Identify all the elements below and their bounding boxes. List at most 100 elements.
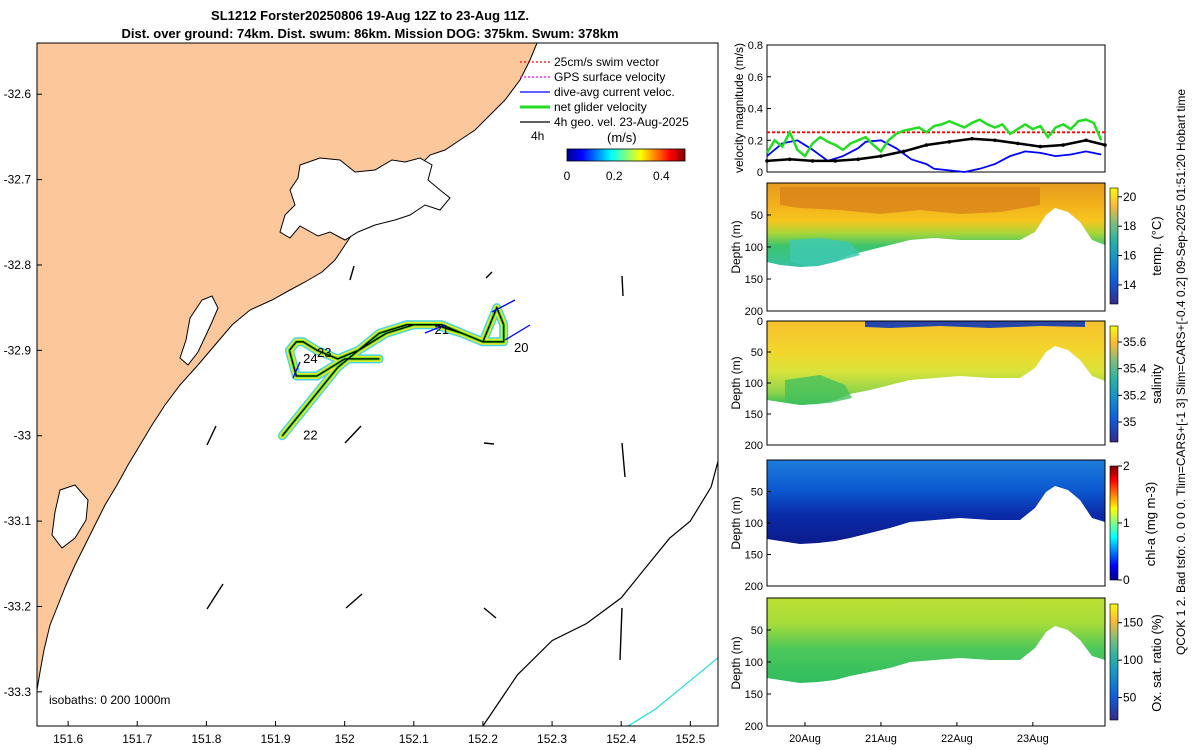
- depth-y-tick-label: 100: [745, 378, 763, 390]
- velocity-y-tick-label: 0.6: [748, 72, 763, 84]
- temperature-cool-pocket: [790, 238, 860, 266]
- velocity-y-tick-label: 0: [757, 167, 763, 179]
- velocity-axes: [766, 44, 1106, 173]
- oxygen-colorbar-label: Ox. sat. ratio (%): [1149, 614, 1164, 712]
- map-y-tick-label: -33: [14, 429, 32, 443]
- map-x-tick-label: 152.5: [675, 732, 705, 746]
- speed-colorbar-ticks: 0 0.2 0.4: [564, 169, 670, 183]
- oxygen-panel: 50 100 150 200 Depth (m) 50 100 150 Ox. sat. …: [729, 597, 1164, 745]
- depth-y-tick-label: 100: [745, 242, 763, 254]
- colorbar-tick-label: 14: [1123, 278, 1137, 292]
- colorbar-tick-label: 100: [1123, 653, 1143, 667]
- velocity-geo-point: [1061, 143, 1066, 147]
- day-label: 23: [317, 345, 331, 360]
- velocity-geo-point: [1084, 138, 1088, 143]
- colorbar-tick-label: 0: [1123, 573, 1130, 587]
- map-frame: [36, 42, 719, 727]
- velocity-series-net: [765, 118, 1103, 158]
- depth-y-tick-label: 200: [745, 306, 763, 318]
- velocity-panel: 0 0.2 0.4 0.6 0.8 velocity magnitude (m/s): [732, 40, 1107, 179]
- speed-colorbar-tick-label: 0: [564, 169, 571, 183]
- isobath-1000m: [627, 657, 719, 727]
- chlorophyll-y-label: Depth (m): [729, 496, 743, 549]
- salinity-y-ticks: 0 50 100 150 200: [745, 316, 771, 452]
- speed-colorbar-tick-label: 0.2: [606, 169, 623, 183]
- depth-y-tick-label: 200: [745, 440, 763, 452]
- velocity-y-ticks: 0 0.2 0.4 0.6 0.8: [748, 40, 771, 179]
- land-mass: [36, 42, 538, 691]
- geo-arrow: [485, 271, 493, 279]
- velocity-geo-point: [1038, 144, 1043, 149]
- depth-y-tick-label: 150: [745, 550, 763, 562]
- date-x-tick-label: 22Aug: [941, 733, 973, 745]
- salinity-field: [767, 321, 1105, 405]
- map-legend: 25cm/s swim vector GPS surface velocity …: [520, 55, 689, 183]
- colorbar-tick-label: 18: [1123, 219, 1137, 233]
- date-x-tick-label: 23Aug: [1017, 733, 1049, 745]
- depth-y-tick-label: 50: [751, 347, 763, 359]
- chlorophyll-y-ticks: 50 100 150 200: [745, 487, 771, 593]
- temperature-colorbar-label: temp. (°C): [1149, 216, 1164, 275]
- velocity-y-label: velocity magnitude (m/s): [732, 43, 746, 173]
- chlorophyll-colorbar: [1109, 465, 1119, 581]
- chlorophyll-colorbar-ticks: 0 1 2: [1118, 459, 1130, 587]
- current-vectors: [292, 299, 531, 379]
- salinity-colorbar: [1109, 325, 1119, 443]
- map-x-tick-label: 152.1: [399, 732, 429, 746]
- depth-y-tick-label: 200: [745, 721, 763, 733]
- depth-y-tick-label: 0: [757, 316, 763, 328]
- geo-arrow: [621, 275, 624, 297]
- map-x-tick-label: 152.3: [537, 732, 567, 746]
- colorbar-tick-label: 1: [1123, 516, 1130, 530]
- map-y-tick-label: -32.6: [4, 87, 32, 101]
- velocity-geo-point: [1015, 141, 1020, 146]
- current-arrow: [292, 361, 301, 379]
- depth-y-tick-label: 50: [751, 210, 763, 222]
- velocity-geo-point: [765, 159, 769, 163]
- legend-scale-label: 4h: [531, 129, 544, 143]
- salinity-green-patch: [785, 375, 852, 405]
- oxygen-field: [767, 598, 1105, 683]
- geo-arrow: [621, 442, 626, 478]
- colorbar-tick-label: 35.6: [1123, 335, 1147, 349]
- salinity-fresh-top: [865, 321, 1085, 328]
- geo-arrow: [345, 593, 363, 609]
- colorbar-tick-label: 50: [1123, 691, 1137, 705]
- lake-wallis: [279, 157, 451, 241]
- velocity-geo-point: [879, 154, 883, 158]
- velocity-y-tick-label: 0.2: [748, 135, 763, 147]
- velocity-series-geo: [766, 137, 1106, 163]
- depth-y-tick-label: 100: [745, 657, 763, 669]
- chart-title-line1: SL1212 Forster20250806 19-Aug 12Z to 23-…: [211, 8, 529, 23]
- map-x-tick-label: 151.6: [53, 732, 83, 746]
- depth-y-tick-label: 100: [745, 518, 763, 530]
- velocity-geo-point: [1103, 143, 1107, 147]
- colorbar-tick-label: 16: [1123, 249, 1137, 263]
- salinity-colorbar-ticks: 35 35.2 35.4 35.6: [1118, 335, 1147, 429]
- velocity-geo-point: [993, 138, 997, 143]
- depth-y-tick-label: 50: [751, 625, 763, 637]
- temperature-panel: 50 100 150 200 Depth (m) 14 16 18 20 temp. (°C…: [729, 182, 1164, 318]
- geo-arrow: [483, 607, 497, 619]
- temperature-colorbar-ticks: 14 16 18 20: [1118, 190, 1137, 292]
- oxygen-colorbar-ticks: 50 100 150: [1118, 616, 1143, 705]
- velocity-geo-point: [901, 149, 906, 154]
- velocity-series-current: [766, 139, 1102, 173]
- colorbar-tick-label: 35.2: [1123, 388, 1147, 402]
- velocity-geo-point: [970, 136, 974, 141]
- map-y-tick-label: -32.7: [4, 173, 32, 187]
- colorbar-tick-label: 35: [1123, 415, 1137, 429]
- glider-track: [281, 305, 505, 437]
- geo-arrow: [206, 583, 224, 610]
- map-y-tick-label: -32.9: [4, 343, 32, 357]
- day-label: 21: [435, 322, 449, 337]
- salinity-y-label: Depth (m): [729, 356, 743, 409]
- legend-net-label: net glider velocity: [554, 100, 647, 114]
- colorbar-tick-label: 35.4: [1123, 362, 1147, 376]
- map-y-tick-label: -33.2: [4, 599, 32, 613]
- map-y-tick-label: -33.3: [4, 685, 32, 699]
- map-x-tick-label: 151.9: [261, 732, 291, 746]
- temperature-y-ticks: 50 100 150 200: [745, 210, 771, 318]
- oxygen-y-label: Depth (m): [729, 636, 743, 689]
